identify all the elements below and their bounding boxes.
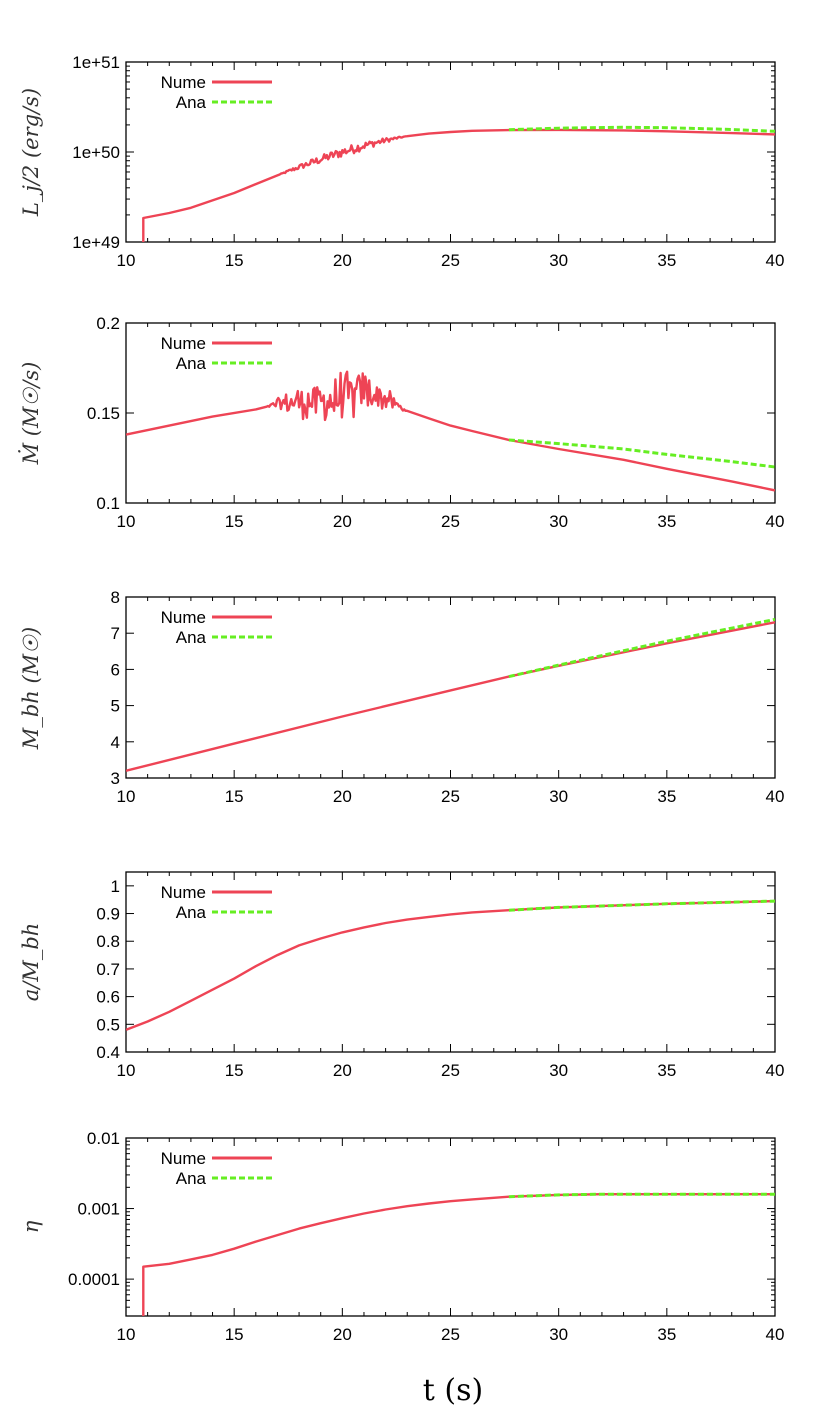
y-tick-label: 0.0001 <box>68 1270 120 1289</box>
x-tick-label: 30 <box>549 251 568 270</box>
y-tick-label: 0.7 <box>96 960 120 979</box>
y-tick-label: 1 <box>111 877 120 896</box>
x-tick-label: 30 <box>549 1061 568 1080</box>
x-tick-label: 10 <box>117 1325 136 1344</box>
x-tick-label: 40 <box>766 251 785 270</box>
series-line-ana <box>508 438 775 469</box>
y-axis-label: L_j/2 (erg/s) <box>19 88 43 217</box>
chart-panel-luminosity: 10 15 20 25 30 35 40 1e+49 1e+50 1e+51 L_j/2 (erg/… <box>19 53 784 270</box>
legend-label-nume: Nume <box>161 883 206 902</box>
y-tick-label: 0.9 <box>96 905 120 924</box>
y-axis-label: a/M_bh <box>19 923 43 1002</box>
series-line-nume <box>126 899 775 1031</box>
x-tick-label: 25 <box>441 1061 460 1080</box>
x-tick-label: 25 <box>441 512 460 531</box>
x-tick-label: 20 <box>333 1061 352 1080</box>
x-tick-label: 25 <box>441 251 460 270</box>
y-tick-label: 0.8 <box>96 932 120 951</box>
y-tick-label: 0.4 <box>96 1043 120 1062</box>
x-tick-label: 40 <box>766 787 785 806</box>
x-tick-label: 15 <box>225 787 244 806</box>
x-tick-label: 30 <box>549 512 568 531</box>
legend-label-ana: Ana <box>176 354 207 373</box>
x-tick-label: 35 <box>657 1061 676 1080</box>
series-line-nume <box>126 370 775 492</box>
legend-label-nume: Nume <box>161 608 206 627</box>
legend-label-ana: Ana <box>176 93 207 112</box>
x-tick-label: 20 <box>333 787 352 806</box>
legend-label-ana: Ana <box>176 628 207 647</box>
y-tick-label: 8 <box>111 588 120 607</box>
legend-label-nume: Nume <box>161 334 206 353</box>
y-tick-label: 0.6 <box>96 988 120 1007</box>
y-tick-label: 0.5 <box>96 1015 120 1034</box>
y-tick-label: 0.001 <box>77 1200 120 1219</box>
y-tick-label: 0.15 <box>87 404 120 423</box>
x-tick-label: 10 <box>117 251 136 270</box>
x-axis-label: t (s) <box>423 1373 483 1408</box>
y-axis-label: M_bh (M☉) <box>19 627 43 750</box>
y-tick-label: 0.2 <box>96 314 120 333</box>
x-tick-label: 40 <box>766 1061 785 1080</box>
series-line-ana <box>508 899 775 912</box>
series-line-ana <box>508 1192 775 1199</box>
y-tick-label: 4 <box>111 733 120 752</box>
legend-label-nume: Nume <box>161 73 206 92</box>
x-tick-label: 10 <box>117 1061 136 1080</box>
x-tick-label: 30 <box>549 1325 568 1344</box>
x-tick-label: 40 <box>766 512 785 531</box>
x-tick-label: 40 <box>766 1325 785 1344</box>
x-tick-label: 30 <box>549 787 568 806</box>
y-tick-label: 1e+50 <box>72 143 120 162</box>
x-tick-label: 10 <box>117 512 136 531</box>
series-line-ana <box>508 617 775 679</box>
chart-panel-spin: 10 15 20 25 30 35 40 0.4 0.5 0.6 0.7 0.8 0.9 1 a/M_bh N… <box>19 871 785 1080</box>
x-tick-label: 35 <box>657 251 676 270</box>
x-tick-label: 20 <box>333 1325 352 1344</box>
x-tick-label: 15 <box>225 251 244 270</box>
y-tick-label: 0.1 <box>96 494 120 513</box>
series-line-nume <box>142 128 775 242</box>
y-tick-label: 6 <box>111 660 120 679</box>
y-tick-label: 7 <box>111 624 120 643</box>
x-tick-label: 35 <box>657 512 676 531</box>
x-tick-label: 25 <box>441 1325 460 1344</box>
y-axis-label: Ṁ (M☉/s) <box>19 362 43 466</box>
x-tick-label: 10 <box>117 787 136 806</box>
x-tick-label: 15 <box>225 1325 244 1344</box>
y-tick-label: 1e+49 <box>72 233 120 252</box>
series-line-nume <box>142 1193 775 1316</box>
legend-label-ana: Ana <box>176 903 207 922</box>
x-tick-label: 15 <box>225 1061 244 1080</box>
y-axis-label: η <box>19 1220 43 1233</box>
x-tick-label: 35 <box>657 1325 676 1344</box>
legend-label-ana: Ana <box>176 1169 207 1188</box>
x-tick-label: 20 <box>333 512 352 531</box>
x-tick-label: 25 <box>441 787 460 806</box>
x-tick-label: 35 <box>657 787 676 806</box>
y-tick-label: 1e+51 <box>72 53 120 72</box>
y-tick-label: 5 <box>111 697 120 716</box>
y-tick-label: 0.01 <box>87 1129 120 1148</box>
series-line-nume <box>126 621 775 772</box>
series-line-ana <box>508 125 775 133</box>
y-tick-label: 3 <box>111 769 120 788</box>
x-tick-label: 15 <box>225 512 244 531</box>
x-tick-label: 20 <box>333 251 352 270</box>
legend-label-nume: Nume <box>161 1149 206 1168</box>
